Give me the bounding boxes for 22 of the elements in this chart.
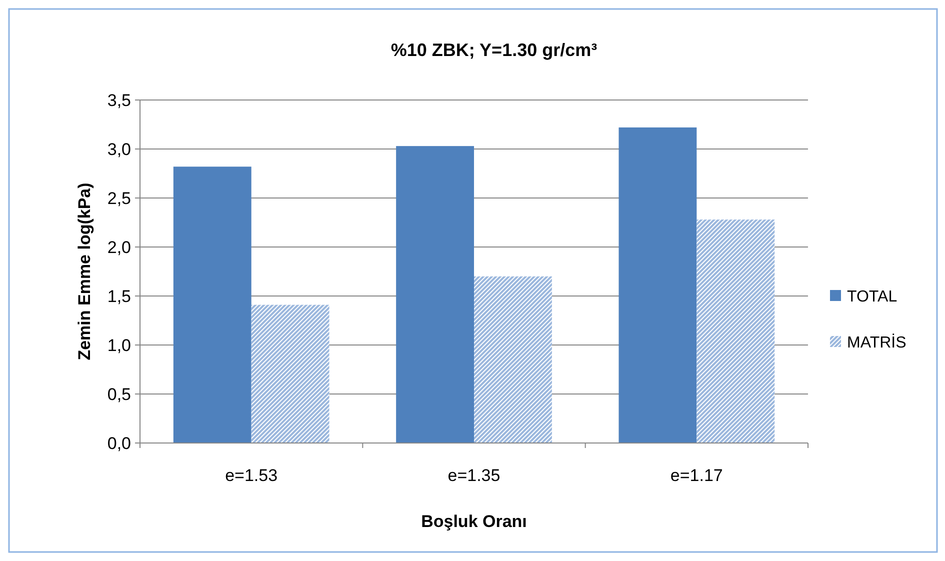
y-tick-label: 2,5 <box>107 188 131 208</box>
bar <box>251 304 330 443</box>
y-tick-label: 1,5 <box>107 286 131 306</box>
legend-label: MATRİS <box>847 334 906 352</box>
x-axis-title: Boşluk Oranı <box>421 512 527 531</box>
y-tick-label: 0,0 <box>107 434 131 453</box>
x-tick-label: e=1.17 <box>670 466 723 485</box>
x-tick-label: e=1.35 <box>448 466 500 485</box>
y-tick-label: 3,0 <box>107 140 131 159</box>
bar <box>396 146 474 443</box>
bar <box>618 127 697 443</box>
legend-label: TOTAL <box>847 288 898 306</box>
chart-title: %10 ZBK; Y=1.30 gr/cm³ <box>390 40 598 60</box>
bar <box>474 276 552 443</box>
y-tick-label: 3,5 <box>107 90 131 110</box>
bar <box>696 220 775 443</box>
y-axis-title: Zemin Emme log(kPa) <box>75 182 94 360</box>
y-tick-label: 2,0 <box>107 238 131 257</box>
bar <box>173 166 252 443</box>
x-tick-label: e=1.53 <box>225 466 278 485</box>
y-tick-label: 0,5 <box>107 384 131 404</box>
y-tick-label: 1,0 <box>107 336 131 355</box>
